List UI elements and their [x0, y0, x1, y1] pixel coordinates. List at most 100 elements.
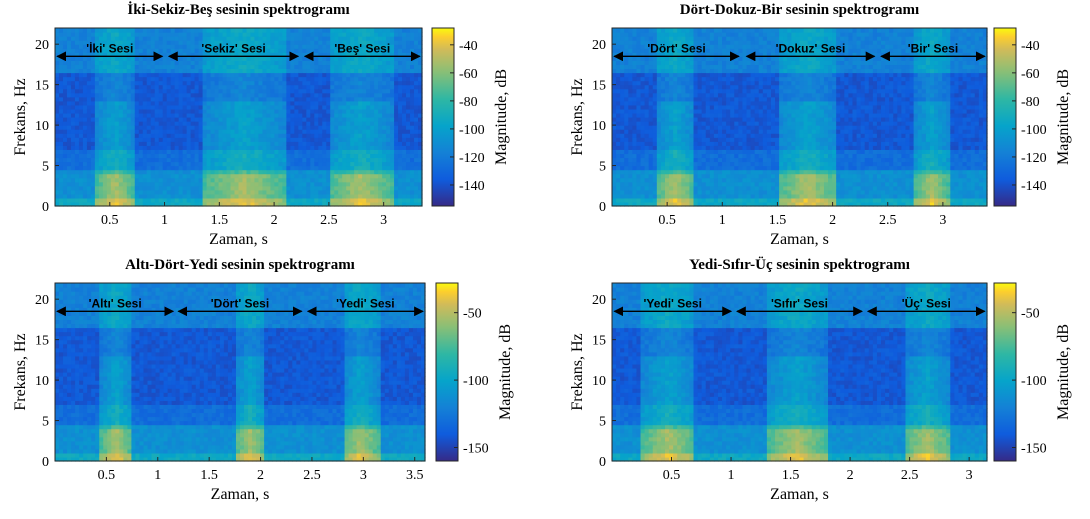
spectrogram-panel-4: Yedi-Sıfır-Üç sesinin spektrogramı 0.5 1 1.…	[569, 256, 1072, 503]
x-tick-label: 1.5	[200, 468, 218, 483]
x-tick-label: 2	[271, 213, 278, 228]
y-axis-label: Frekans, Hz	[569, 78, 586, 155]
x-tick-label: 1	[728, 468, 735, 483]
spectrogram-panel-2: Dört-Dokuz-Bir sesinin spektrogramı 0.5 1 1…	[569, 2, 1072, 248]
x-tick-label: 2	[257, 468, 264, 483]
y-tick-label: 5	[599, 415, 606, 430]
colorbar-label: Magnitude, dB	[493, 69, 510, 165]
x-tick-label: 1.5	[211, 213, 229, 228]
y-tick-label: 20	[35, 293, 49, 308]
colorbar-label: Magnitude, dB	[1055, 69, 1072, 165]
x-axis-label: Zaman, s	[209, 231, 268, 248]
y-tick-label: 10	[35, 119, 49, 134]
colorbar-tick-label: -60	[459, 67, 478, 82]
colorbar-tick-label: -50	[463, 307, 482, 322]
x-tick-label: 0.5	[663, 468, 681, 483]
x-tick-label: 2.5	[901, 468, 919, 483]
y-axis-label: Frekans, Hz	[569, 333, 586, 410]
segment-label: 'Sekiz' Sesi	[201, 41, 265, 55]
colorbar-tick-label: -100	[1021, 123, 1047, 138]
colorbar-tick-label: -140	[459, 179, 485, 194]
colorbar-tick-label: -120	[459, 151, 485, 166]
chart-title: Dört-Dokuz-Bir sesinin spektrogramı	[680, 2, 919, 18]
x-tick-label: 1.5	[782, 468, 800, 483]
colorbar-tick-label: -120	[1021, 151, 1047, 166]
segment-label: 'Yedi' Sesi	[644, 296, 702, 310]
x-axis-label: Zaman, s	[770, 231, 829, 248]
x-tick-label: 0.5	[98, 468, 116, 483]
segment-label: 'İki' Sesi	[86, 40, 133, 55]
segment-label: 'Dört' Sesi	[211, 296, 269, 310]
segment-label: 'Beş' Sesi	[334, 41, 390, 55]
colorbar	[993, 27, 1017, 207]
y-tick-label: 15	[592, 79, 606, 94]
colorbar-tick-label: -40	[459, 39, 478, 54]
segment-label: 'Üç' Sesi	[902, 295, 951, 310]
x-tick-label: 2	[829, 213, 836, 228]
plot-frame	[611, 282, 988, 462]
spectrogram-panel-3: Altı-Dört-Yedi sesinin spektrogramı 0.5 1 1…	[12, 257, 514, 503]
x-tick-label: 2.5	[879, 213, 897, 228]
x-tick-label: 1.5	[769, 213, 787, 228]
x-tick-label: 3	[360, 468, 367, 483]
y-tick-label: 0	[42, 455, 49, 470]
spectrogram-heatmap	[612, 28, 988, 207]
colorbar-tick-label: -150	[463, 442, 489, 457]
x-tick-label: 3	[939, 213, 946, 228]
spectrogram-heatmap	[55, 28, 423, 207]
x-tick-label: 0.5	[658, 213, 676, 228]
plot-frame	[54, 282, 426, 462]
x-tick-label: 1	[719, 213, 726, 228]
chart-title: İki-Sekiz-Beş sesinin spektrogramı	[127, 1, 349, 18]
y-tick-label: 5	[42, 160, 49, 175]
x-tick-label: 2.5	[320, 213, 338, 228]
y-tick-label: 20	[592, 38, 606, 53]
colorbar-tick-label: -80	[459, 95, 478, 110]
x-tick-label: 1	[154, 468, 161, 483]
y-axis-label: Frekans, Hz	[12, 78, 29, 155]
y-tick-label: 15	[592, 334, 606, 349]
y-tick-label: 5	[42, 415, 49, 430]
colorbar-tick-label: -80	[1021, 95, 1040, 110]
y-tick-label: 10	[592, 374, 606, 389]
segment-label: 'Dört' Sesi	[647, 41, 705, 55]
x-tick-label: 3	[380, 213, 387, 228]
y-tick-label: 0	[599, 455, 606, 470]
y-tick-label: 5	[599, 160, 606, 175]
colorbar-label: Magnitude, dB	[1055, 324, 1072, 420]
y-tick-label: 0	[42, 200, 49, 215]
y-tick-label: 20	[592, 293, 606, 308]
y-axis-label: Frekans, Hz	[12, 333, 29, 410]
spectrogram-heatmap	[55, 283, 426, 462]
y-tick-label: 20	[35, 38, 49, 53]
y-tick-label: 15	[35, 79, 49, 94]
colorbar	[431, 27, 455, 207]
colorbar-tick-label: -40	[1021, 39, 1040, 54]
chart-title: Yedi-Sıfır-Üç sesinin spektrogramı	[689, 256, 910, 273]
colorbar-tick-label: -100	[459, 123, 485, 138]
spectrogram-panel-1: İki-Sekiz-Beş sesinin spektrogramı 0.5 1 1.…	[12, 1, 510, 248]
y-tick-label: 10	[35, 374, 49, 389]
y-tick-label: 10	[592, 119, 606, 134]
y-tick-label: 0	[599, 200, 606, 215]
chart-title: Altı-Dört-Yedi sesinin spektrogramı	[125, 257, 355, 273]
x-axis-label: Zaman, s	[770, 486, 829, 503]
colorbar-tick-label: -60	[1021, 67, 1040, 82]
plot-frame	[54, 27, 423, 207]
colorbar-tick-label: -100	[463, 374, 489, 389]
plot-frame	[611, 27, 988, 207]
colorbar-label: Magnitude, dB	[497, 324, 514, 420]
segment-label: 'Altı' Sesi	[89, 296, 142, 310]
y-tick-label: 15	[35, 334, 49, 349]
colorbar	[435, 282, 459, 462]
colorbar-tick-label: -50	[1021, 307, 1040, 322]
x-tick-label: 2	[847, 468, 854, 483]
x-tick-label: 0.5	[101, 213, 119, 228]
x-axis-label: Zaman, s	[211, 486, 270, 503]
colorbar-tick-label: -150	[1021, 442, 1047, 457]
x-tick-label: 1	[161, 213, 168, 228]
segment-label: 'Dokuz' Sesi	[776, 41, 846, 55]
colorbar-tick-label: -140	[1021, 179, 1047, 194]
x-tick-label: 2.5	[303, 468, 321, 483]
segment-label: 'Sıfır' Sesi	[771, 296, 828, 310]
